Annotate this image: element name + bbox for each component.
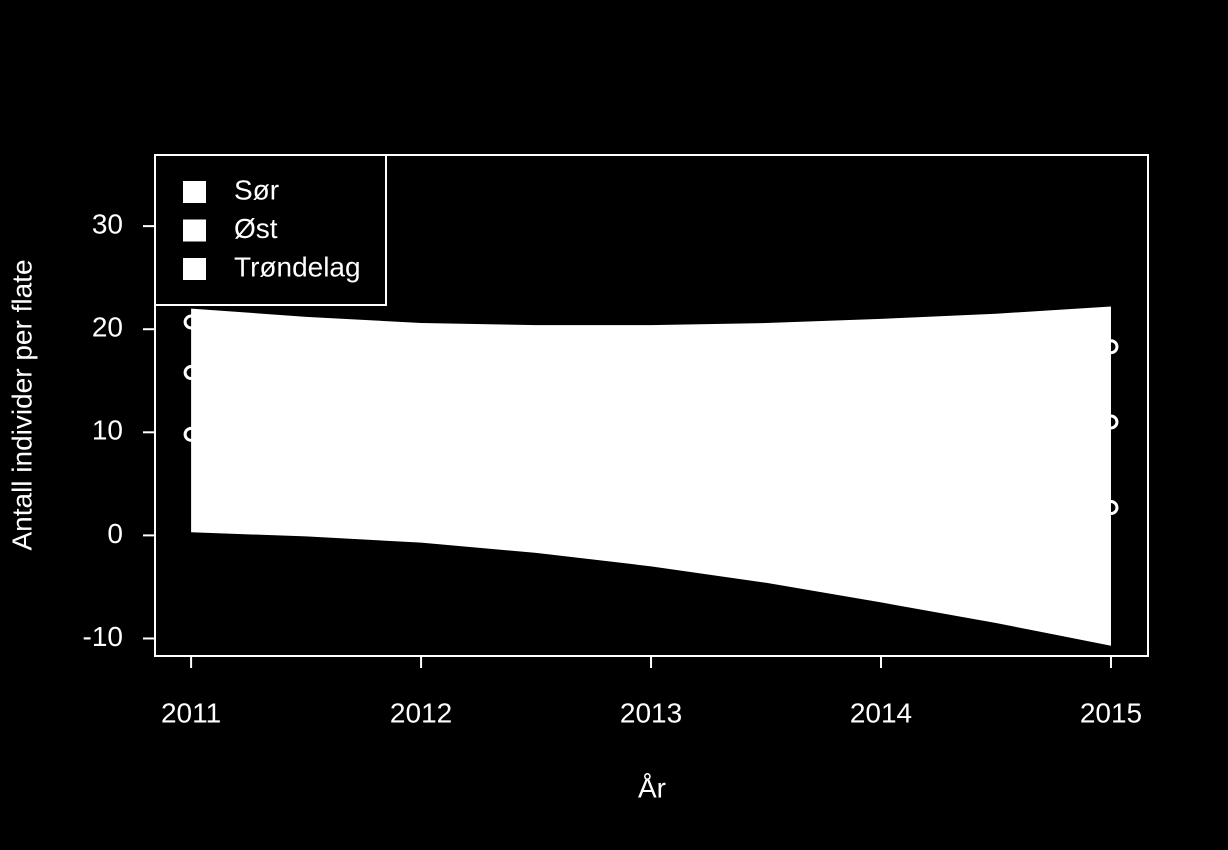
x-axis-label: År [638,772,666,803]
x-tick-label: 2013 [620,697,682,728]
y-tick-label: 30 [92,209,123,240]
y-tick-label: 20 [92,312,123,343]
x-tick-label: 2014 [850,697,912,728]
y-tick-label: -10 [83,621,123,652]
legend-label: Øst [234,213,278,244]
y-axis-label: Antall individer per flate [6,259,37,550]
y-tick-label: 10 [92,415,123,446]
confidence-band [191,306,1111,646]
legend-swatch [183,258,206,280]
legend-label: Sør [234,174,279,205]
legend-label: Trøndelag [234,251,361,282]
legend-swatch [183,219,206,242]
plot-frame [154,154,1149,657]
x-tick-label: 2012 [390,697,452,728]
y-tick-label: 0 [107,518,123,549]
legend-swatch [183,181,206,203]
x-tick-label: 2011 [161,697,221,728]
x-tick-label: 2015 [1080,697,1142,728]
